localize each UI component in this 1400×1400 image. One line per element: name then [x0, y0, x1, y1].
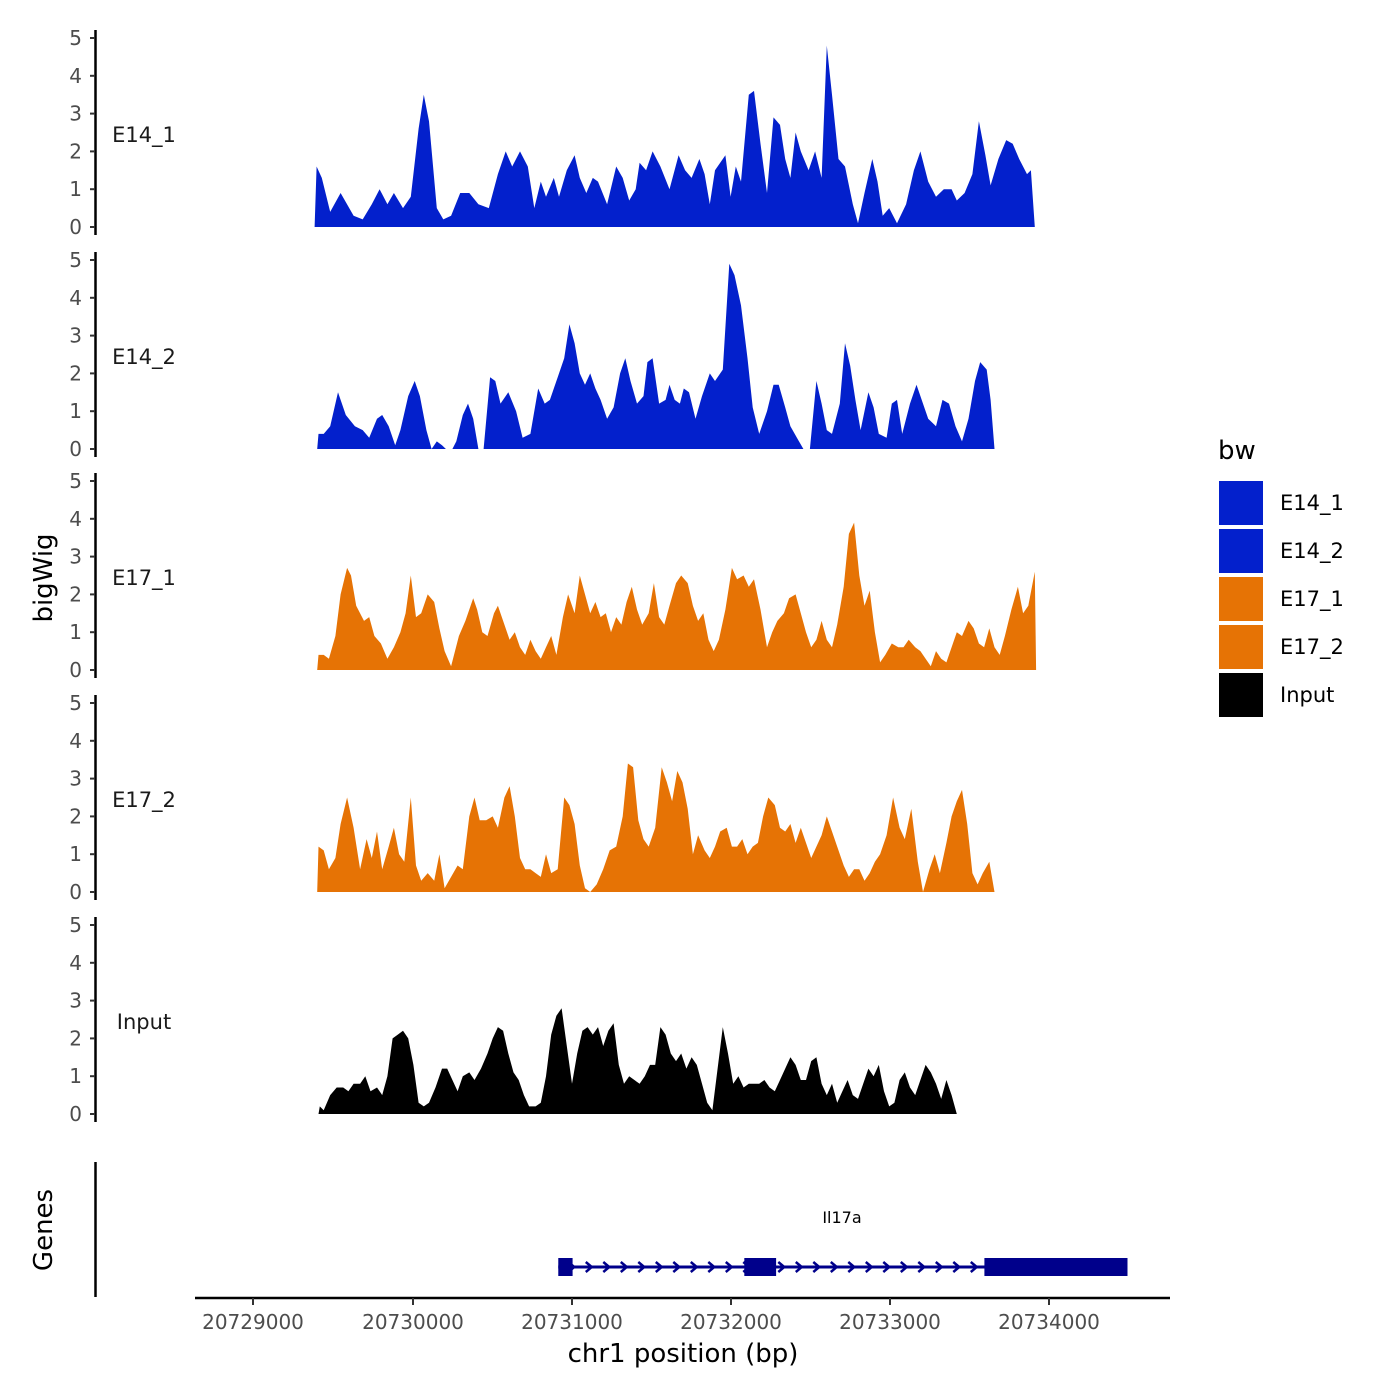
strand-arrow: [602, 1261, 612, 1273]
gene-exon: [984, 1258, 1128, 1276]
y-tick-label: 2: [69, 139, 82, 163]
strand-arrow: [584, 1261, 594, 1273]
x-axis-title: chr1 position (bp): [568, 1339, 799, 1369]
x-tick-label: 20729000: [202, 1310, 304, 1334]
strand-arrow: [847, 1261, 857, 1273]
y-tick-label: 4: [69, 286, 82, 310]
track-input: 0 1 2 3 4 5 Input: [69, 913, 957, 1126]
strand-arrow: [812, 1261, 822, 1273]
y-tick-label: 5: [69, 913, 82, 937]
legend-swatch: [1217, 575, 1265, 623]
strand-arrow: [707, 1261, 717, 1273]
track-label: E17_2: [112, 788, 176, 813]
y-tick-label: 1: [69, 842, 82, 866]
y-axis-title: bigWig: [29, 533, 59, 622]
strand-arrow: [689, 1261, 699, 1273]
y-tick-label: 0: [69, 880, 82, 904]
y-tick-label: 4: [69, 507, 82, 531]
legend-title: bw: [1218, 436, 1256, 466]
x-tick-label: 20731000: [521, 1310, 623, 1334]
legend: bw E14_1 E14_2 E17_1 E17_2 Input: [1217, 436, 1344, 719]
legend-label: E14_1: [1280, 491, 1344, 516]
strand-arrow: [794, 1261, 804, 1273]
x-tick-label: 20732000: [680, 1310, 782, 1334]
y-tick-label: 4: [69, 729, 82, 753]
y-tick-label: 5: [69, 26, 82, 50]
legend-entries: E14_1 E14_2 E17_1 E17_2 Input: [1217, 479, 1344, 719]
coverage-area-e14-2: [317, 263, 995, 449]
y-tick-label: 2: [69, 1026, 82, 1050]
coverage-area-e17-2: [317, 763, 995, 892]
strand-arrow: [864, 1261, 874, 1273]
track-e14-2: 0 1 2 3 4 5 E14_2: [69, 248, 995, 461]
legend-swatch: [1217, 623, 1265, 671]
strand-arrow: [829, 1261, 839, 1273]
strand-arrow: [619, 1261, 629, 1273]
coverage-area-e14-1: [314, 45, 1035, 227]
x-ticks: 20729000 20730000 20731000 20732000 20733000…: [202, 1298, 1100, 1334]
strand-arrow: [637, 1261, 647, 1273]
genes-axis-title: Genes: [29, 1189, 59, 1271]
genes-panel: Genes Il17a: [29, 1162, 1128, 1297]
y-tick-label: 5: [69, 248, 82, 272]
y-tick-label: 0: [69, 658, 82, 682]
track-e17-2: 0 1 2 3 4 5 E17_2: [69, 691, 995, 904]
track-label: E14_1: [112, 123, 176, 148]
strand-arrow: [917, 1261, 927, 1273]
track-label: E17_1: [112, 566, 176, 591]
gene-exon: [744, 1258, 777, 1276]
y-tick-label: 3: [69, 989, 82, 1013]
coverage-area-e17-1: [317, 522, 1037, 670]
y-tick-label: 3: [69, 102, 82, 126]
x-tick-label: 20733000: [839, 1310, 941, 1334]
y-tick-label: 3: [69, 324, 82, 348]
legend-label: E14_2: [1280, 539, 1344, 564]
gene-model: [558, 1258, 1128, 1276]
track-label: E14_2: [112, 345, 176, 370]
track-e17-1: 0 1 2 3 4 5 E17_1: [69, 469, 1037, 682]
y-tick-label: 0: [69, 437, 82, 461]
legend-label: E17_1: [1280, 587, 1344, 612]
y-tick-label: 1: [69, 399, 82, 423]
strand-arrow: [899, 1261, 909, 1273]
legend-swatch: [1217, 671, 1265, 719]
y-tick-label: 4: [69, 951, 82, 975]
y-tick-label: 1: [69, 1064, 82, 1088]
track-e14-1: 0 1 2 3 4 5 E14_1: [69, 26, 1035, 239]
strand-arrow: [952, 1261, 962, 1273]
y-tick-label: 4: [69, 64, 82, 88]
strand-arrow: [934, 1261, 944, 1273]
x-tick-label: 20734000: [998, 1310, 1100, 1334]
tracks-layer: 0 1 2 3 4 5 E14_1 0 1 2 3 4 5 E14_2 0 1 2 3 4 5 E17_1 0 1 2 3 4 5 E…: [69, 26, 1037, 1126]
y-tick-label: 5: [69, 469, 82, 493]
gene-label: Il17a: [822, 1208, 861, 1227]
legend-swatch: [1217, 527, 1265, 575]
legend-label: E17_2: [1280, 635, 1344, 660]
y-tick-label: 2: [69, 804, 82, 828]
strand-arrow: [724, 1261, 734, 1273]
track-label: Input: [117, 1010, 171, 1034]
strand-arrow: [969, 1261, 979, 1273]
y-tick-label: 1: [69, 620, 82, 644]
strand-arrow: [672, 1261, 682, 1273]
x-axis: 20729000 20730000 20731000 20732000 20733000…: [195, 1296, 1170, 1369]
y-tick-label: 3: [69, 545, 82, 569]
y-tick-label: 2: [69, 582, 82, 606]
y-tick-label: 5: [69, 691, 82, 715]
y-tick-label: 1: [69, 177, 82, 201]
strand-arrow: [882, 1261, 892, 1273]
coverage-area-input: [318, 1008, 957, 1114]
y-tick-label: 0: [69, 1102, 82, 1126]
y-tick-label: 2: [69, 361, 82, 385]
legend-label: Input: [1280, 683, 1334, 707]
x-tick-label: 20730000: [362, 1310, 464, 1334]
strand-arrow: [654, 1261, 664, 1273]
gene-exon: [558, 1258, 573, 1276]
legend-swatch: [1217, 479, 1265, 527]
y-tick-label: 0: [69, 215, 82, 239]
y-tick-label: 3: [69, 767, 82, 791]
strand-arrow: [777, 1261, 787, 1273]
